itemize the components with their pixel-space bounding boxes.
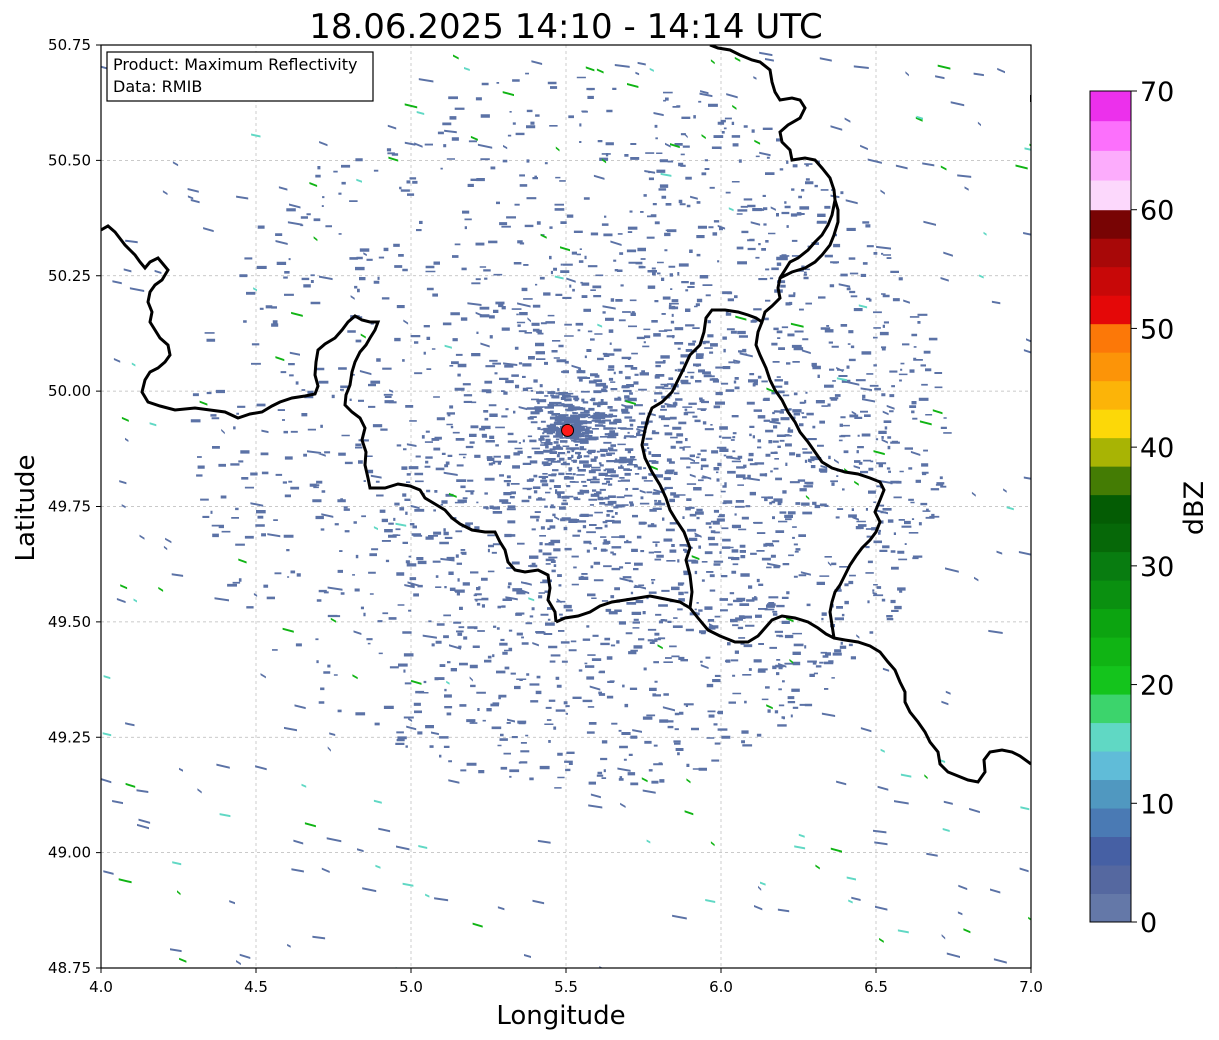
figure-title: 18.06.2025 14:10 - 14:14 UTC (309, 7, 823, 47)
y-tick-label: 50.00 (48, 382, 91, 400)
border-east (709, 45, 886, 639)
y-tick-label: 49.00 (48, 844, 91, 862)
colorbar-step (1090, 722, 1131, 752)
colorbar-step (1090, 551, 1131, 581)
colorbar-step (1090, 523, 1131, 553)
info-legend-box: Product: Maximum Reflectivity Data: RMIB (106, 51, 374, 102)
colorbar-step (1090, 180, 1131, 211)
colorbar-step (1090, 694, 1131, 724)
colorbar-step (1090, 323, 1131, 353)
radar-site-marker (561, 423, 575, 437)
grid-lines (101, 45, 1031, 968)
x-tick-label: 7.0 (1019, 978, 1043, 996)
colorbar-step (1090, 380, 1131, 410)
colorbar-step (1090, 608, 1131, 638)
colorbar-step (1090, 238, 1131, 268)
colorbar-tick-label: 50 (1140, 314, 1174, 345)
colorbar-step (1090, 751, 1131, 781)
x-tick-label: 6.5 (864, 978, 888, 996)
x-tick-label: 5.0 (399, 978, 423, 996)
y-tick-label: 49.75 (48, 498, 91, 516)
y-tick-label: 48.75 (48, 959, 91, 977)
info-data-source: Data: RMIB (113, 77, 202, 96)
colorbar-step (1090, 466, 1131, 496)
y-tick-label: 49.50 (48, 613, 91, 631)
colorbar-ticks: 0 10 20 30 40 50 60 70 (1131, 77, 1174, 939)
y-tick-label: 50.50 (48, 151, 91, 169)
colorbar-tick-label: 20 (1140, 671, 1174, 702)
x-tick-label: 4.0 (89, 978, 113, 996)
colorbar-tick-label: 0 (1140, 908, 1157, 939)
colorbar-tick-label: 60 (1140, 196, 1174, 227)
colorbar-tick-label: 30 (1140, 552, 1174, 583)
colorbar-step (1090, 580, 1131, 610)
colorbar-step (1090, 836, 1131, 866)
colorbar-step (1090, 808, 1131, 838)
x-tick-label: 4.5 (244, 978, 268, 996)
colorbar-step (1090, 266, 1131, 296)
colorbar-steps (1090, 91, 1131, 923)
y-tick-label: 50.25 (48, 267, 91, 285)
colorbar-step (1090, 409, 1131, 439)
colorbar-label: dBZ (1179, 481, 1210, 535)
colorbar-tick-label: 40 (1140, 433, 1174, 464)
country-borders (101, 45, 1031, 784)
colorbar-frame (1089, 90, 1132, 923)
x-tick-label: 5.5 (554, 978, 578, 996)
x-axis-ticks: 4.0 4.5 5.0 5.5 6.0 6.5 7.0 (89, 968, 1043, 996)
info-product: Product: Maximum Reflectivity (113, 55, 357, 74)
colorbar-step (1090, 352, 1131, 382)
colorbar-step (1090, 637, 1131, 667)
colorbar-step (1090, 665, 1131, 695)
y-axis-ticks: 48.75 49.00 49.25 49.50 49.75 50.00 50.25 50.50… (48, 36, 101, 977)
x-axis-label: Longitude (496, 1001, 625, 1031)
y-tick-label: 49.25 (48, 728, 91, 746)
border-be-fr (101, 224, 558, 623)
y-tick-label: 50.75 (48, 36, 91, 54)
border-lu-west (640, 308, 763, 609)
colorbar-step (1090, 209, 1131, 239)
colorbar-step (1090, 865, 1131, 895)
colorbar-step (1090, 494, 1131, 524)
colorbar-step (1090, 295, 1131, 325)
colorbar-step (1090, 437, 1131, 467)
colorbar-step (1090, 91, 1131, 122)
colorbar: 0 10 20 30 40 50 60 70 dBZ (1089, 77, 1210, 939)
colorbar-step (1090, 120, 1131, 151)
colorbar-tick-label: 10 (1140, 789, 1174, 820)
y-axis-label: Latitude (11, 454, 41, 561)
x-tick-label: 6.0 (709, 978, 733, 996)
colorbar-tick-label: 70 (1140, 77, 1174, 108)
colorbar-step (1090, 150, 1131, 181)
colorbar-step (1090, 779, 1131, 809)
colorbar-step (1090, 893, 1131, 923)
map-plot-area (101, 45, 1031, 968)
border-be-de-north (779, 199, 840, 280)
